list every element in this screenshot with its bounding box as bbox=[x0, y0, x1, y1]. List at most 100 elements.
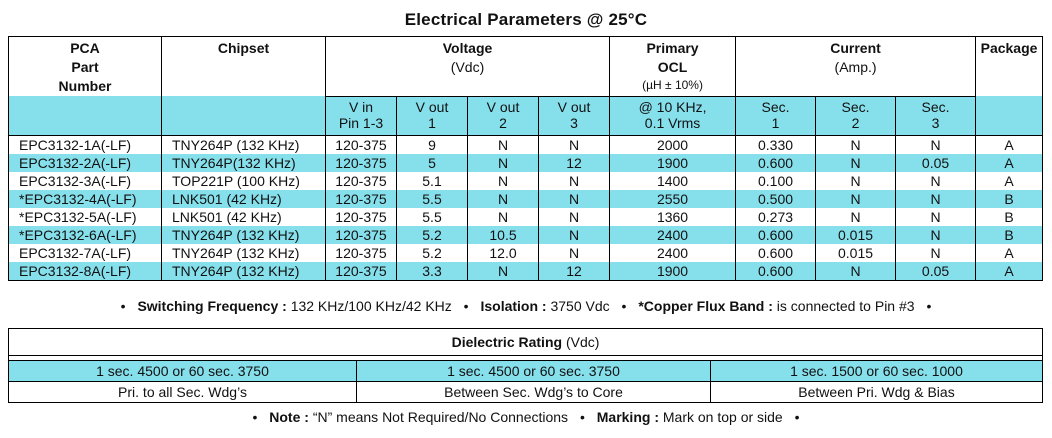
switching-frequency-label: Switching Frequency : bbox=[137, 298, 287, 314]
subheader-vout3: V out 3 bbox=[537, 95, 611, 136]
cell-sec1-current: 0.273 bbox=[735, 207, 817, 226]
cell-ocl: 2550 bbox=[609, 189, 737, 208]
marking-label: Marking : bbox=[596, 409, 659, 425]
header-voltage: Voltage (Vdc) bbox=[324, 36, 611, 97]
header-chipset: Chipset bbox=[161, 36, 326, 96]
cell-part-number: EPC3132-1A(-LF) bbox=[8, 134, 162, 154]
cell-package: A bbox=[975, 261, 1044, 281]
header-current: Current (Amp.) bbox=[735, 36, 977, 97]
cell-chipset: LNK501 (42 KHz) bbox=[161, 189, 326, 208]
cell-vout1: 5.1 bbox=[396, 171, 468, 190]
cell-vout2: N bbox=[467, 134, 539, 154]
subheader-sec2: Sec. 2 bbox=[815, 95, 897, 136]
cell-sec2-current: N bbox=[815, 189, 897, 208]
bullet: • bbox=[926, 298, 932, 314]
cell-vin: 120-375 bbox=[325, 171, 397, 190]
dielectric-value-1: 1 sec. 4500 or 60 sec. 3750 bbox=[8, 360, 357, 382]
note-value: “N” means Not Required/No Connections bbox=[312, 409, 569, 425]
cell-package: B bbox=[975, 189, 1044, 208]
cell-package: A bbox=[975, 243, 1044, 262]
cell-vout3: 12 bbox=[537, 261, 611, 281]
cell-part-number: EPC3132-8A(-LF) bbox=[8, 261, 162, 281]
subheader-sec1: Sec. 1 bbox=[735, 95, 817, 136]
cell-sec2-current: 0.015 bbox=[815, 225, 897, 244]
subheader-vin: V in Pin 1-3 bbox=[325, 95, 397, 136]
table-row: EPC3132-1A(-LF) TNY264P (132 KHz) 120-375 9… bbox=[8, 134, 1044, 154]
cell-chipset: LNK501 (42 KHz) bbox=[161, 207, 326, 226]
cell-chipset: TNY264P (132 KHz) bbox=[161, 134, 326, 154]
subheader-vout2: V out 2 bbox=[467, 95, 539, 136]
cell-package: A bbox=[975, 153, 1044, 172]
table-row: EPC3132-2A(-LF) TNY264P(132 KHz) 120-375 5 N… bbox=[8, 153, 1044, 172]
cell-sec1-current: 0.500 bbox=[735, 189, 817, 208]
cell-sec1-current: 0.330 bbox=[735, 134, 817, 154]
bullet: • bbox=[120, 298, 126, 314]
cell-vout1: 5.2 bbox=[396, 243, 468, 262]
cell-package: B bbox=[975, 207, 1044, 226]
cell-sec3-current: N bbox=[895, 134, 977, 154]
cell-vout2: 12.0 bbox=[467, 243, 539, 262]
cell-sec3-current: N bbox=[895, 225, 977, 244]
cell-vout1: 5.5 bbox=[396, 189, 468, 208]
cell-vout3: N bbox=[537, 134, 611, 154]
cell-vin: 120-375 bbox=[325, 225, 397, 244]
isolation-value: 3750 Vdc bbox=[550, 298, 610, 314]
header-part-number: PCA Part Number bbox=[8, 36, 162, 96]
cell-vout1: 5.2 bbox=[396, 225, 468, 244]
header-row: PCA Part Number Chipset Voltage (Vdc) Pr… bbox=[8, 36, 1044, 97]
cell-vout1: 3.3 bbox=[396, 261, 468, 281]
dielectric-label-1: Pri. to all Sec. Wdg’s bbox=[8, 381, 357, 403]
switching-frequency-value: 132 KHz/100 KHz/42 KHz bbox=[290, 298, 452, 314]
marking-value: Mark on top or side bbox=[662, 409, 783, 425]
note-label: Note : bbox=[269, 409, 309, 425]
isolation-label: Isolation : bbox=[480, 298, 547, 314]
dielectric-label-3: Between Pri. Wdg & Bias bbox=[710, 381, 1043, 403]
table-row: *EPC3132-4A(-LF) LNK501 (42 KHz) 120-375 5.… bbox=[8, 189, 1044, 208]
dielectric-rating-table: Dielectric Rating (Vdc) 1 sec. 4500 or 6… bbox=[8, 328, 1043, 403]
frequency-isolation-note: • Switching Frequency : 132 KHz/100 KHz/… bbox=[0, 298, 1052, 314]
cell-sec3-current: 0.05 bbox=[895, 153, 977, 172]
cell-vin: 120-375 bbox=[325, 207, 397, 226]
cell-vout1: 5.5 bbox=[396, 207, 468, 226]
header-package: Package bbox=[975, 36, 1044, 96]
cell-vout3: 12 bbox=[537, 153, 611, 172]
cell-ocl: 1360 bbox=[609, 207, 737, 226]
cell-sec3-current: N bbox=[895, 243, 977, 262]
cell-sec3-current: N bbox=[895, 207, 977, 226]
header-primary-ocl: Primary OCL (µH ± 10%) bbox=[609, 36, 737, 97]
cell-sec3-current: 0.05 bbox=[895, 261, 977, 281]
cell-vout1: 9 bbox=[396, 134, 468, 154]
cell-sec1-current: 0.600 bbox=[735, 225, 817, 244]
cell-vout2: N bbox=[467, 171, 539, 190]
cell-chipset: TNY264P (132 KHz) bbox=[161, 225, 326, 244]
cell-vout2: N bbox=[467, 261, 539, 281]
dielectric-value-2: 1 sec. 4500 or 60 sec. 3750 bbox=[356, 360, 711, 382]
cell-part-number: EPC3132-2A(-LF) bbox=[8, 153, 162, 172]
cell-sec2-current: 0.015 bbox=[815, 243, 897, 262]
subheader-ocl-condition: @ 10 KHz, 0.1 Vrms bbox=[609, 95, 737, 136]
cell-ocl: 2000 bbox=[609, 134, 737, 154]
bullet: • bbox=[621, 298, 627, 314]
cell-sec1-current: 0.100 bbox=[735, 171, 817, 190]
cell-chipset: TOP221P (100 KHz) bbox=[161, 171, 326, 190]
table-row: EPC3132-3A(-LF) TOP221P (100 KHz) 120-375 5… bbox=[8, 171, 1044, 190]
table-row: EPC3132-7A(-LF) TNY264P (132 KHz) 120-375 5… bbox=[8, 243, 1044, 262]
dielectric-rating-header: Dielectric Rating (Vdc) bbox=[8, 328, 1043, 356]
cell-sec2-current: N bbox=[815, 134, 897, 154]
cell-sec2-current: N bbox=[815, 261, 897, 281]
table-row: *EPC3132-5A(-LF) LNK501 (42 KHz) 120-375 5.… bbox=[8, 207, 1044, 226]
dielectric-value-3: 1 sec. 1500 or 60 sec. 1000 bbox=[710, 360, 1043, 382]
cell-vout2: N bbox=[467, 207, 539, 226]
cell-vout3: N bbox=[537, 207, 611, 226]
cell-sec3-current: N bbox=[895, 171, 977, 190]
note-marking: • Note : “N” means Not Required/No Conne… bbox=[0, 409, 1052, 425]
cell-sec3-current: N bbox=[895, 189, 977, 208]
cell-sec2-current: N bbox=[815, 153, 897, 172]
cell-vin: 120-375 bbox=[325, 261, 397, 281]
cell-vout3: N bbox=[537, 225, 611, 244]
bullet: • bbox=[252, 409, 258, 425]
cell-vin: 120-375 bbox=[325, 153, 397, 172]
cell-sec2-current: N bbox=[815, 207, 897, 226]
subheader-vout1: V out 1 bbox=[396, 95, 468, 136]
dielectric-label-2: Between Sec. Wdg’s to Core bbox=[356, 381, 711, 403]
